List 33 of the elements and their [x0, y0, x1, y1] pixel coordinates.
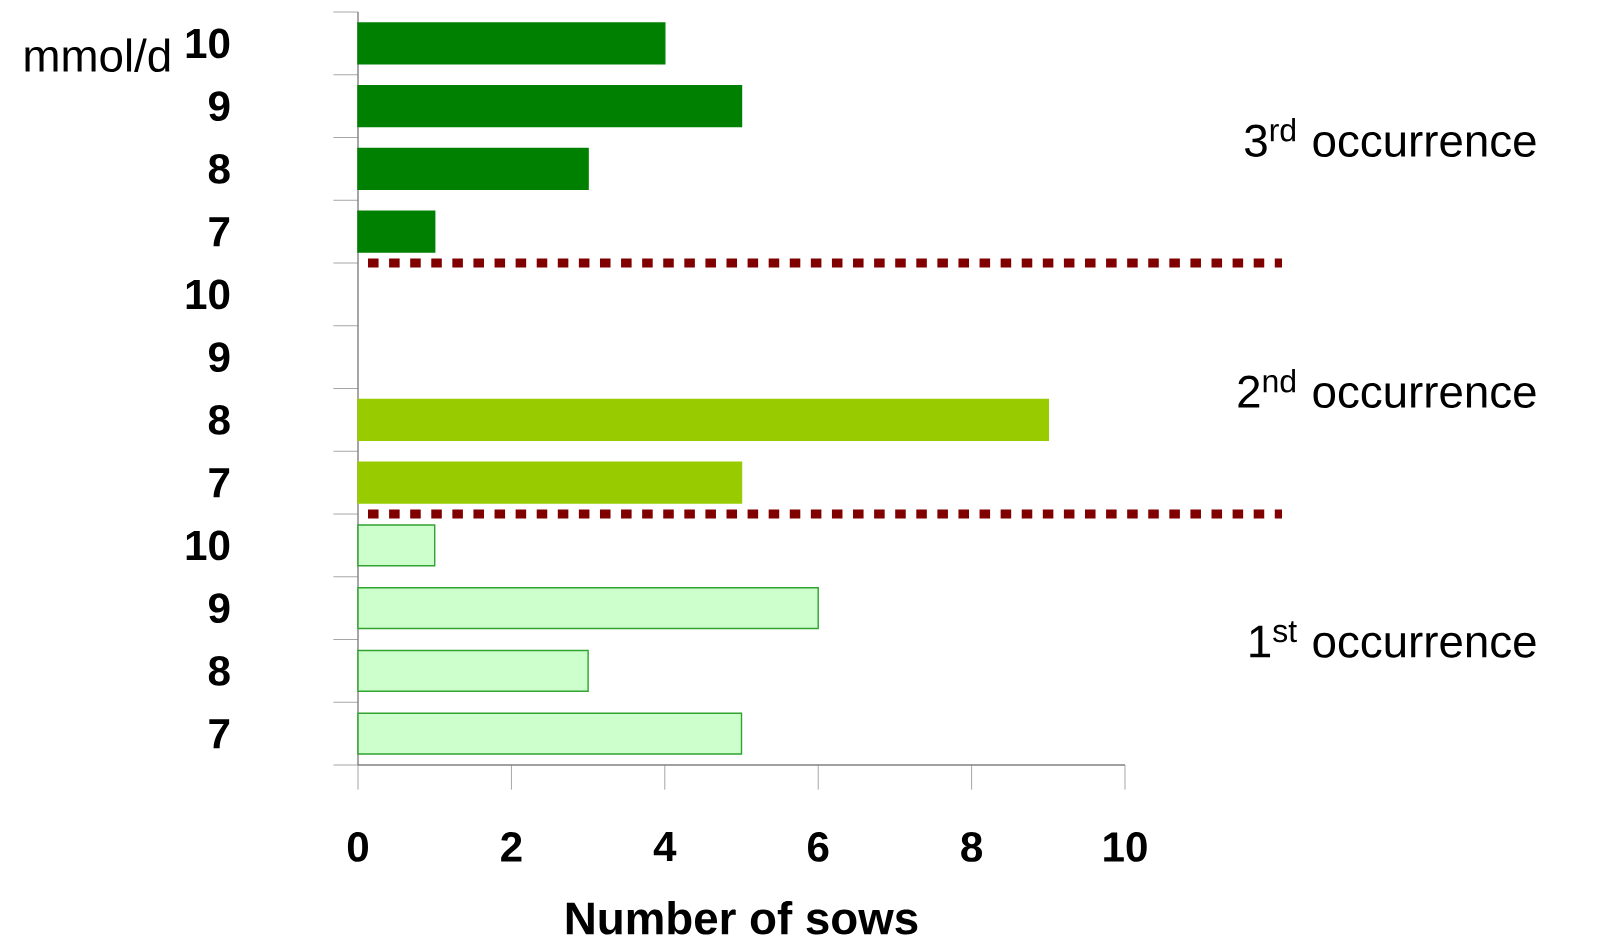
y-tick-label: 10: [186, 279, 230, 310]
y-tick-label: 10: [186, 530, 230, 561]
bar: [357, 22, 666, 65]
y-tick-label: 10: [186, 28, 230, 59]
y-tick-label: 7: [209, 468, 230, 498]
bar: [357, 586, 819, 630]
x-tick-label: 4: [653, 831, 677, 861]
y-tick-label: 9: [209, 91, 230, 121]
y-axis-title: mmol/d: [25, 38, 170, 72]
bar: [357, 84, 743, 128]
y-tick-label: 7: [209, 217, 230, 247]
bar: [357, 524, 436, 567]
x-tick-label: 8: [961, 831, 983, 862]
x-tick-label: 6: [808, 831, 829, 862]
bar: [357, 147, 589, 190]
y-tick-label: 7: [209, 719, 230, 749]
text: 2$^{nd}$ occurrence: [1238, 368, 1536, 408]
bar: [357, 649, 589, 692]
y-tick-label: 8: [208, 655, 230, 686]
x-tick-label: 2: [501, 831, 522, 862]
x-axis-title: Number of sows: [566, 900, 918, 935]
y-tick-label: 9: [209, 593, 230, 623]
y-tick-label: 8: [208, 404, 230, 435]
bar: [357, 712, 743, 755]
x-tick-label: 10: [1104, 831, 1147, 862]
y-tick-label: 9: [209, 342, 230, 372]
bar: [357, 210, 436, 253]
text: 3$^{rd}$ occurrence: [1245, 117, 1536, 157]
y-tick-label: 8: [208, 153, 230, 184]
text: 1$^{st}$ occurrence: [1250, 621, 1536, 658]
x-tick-label: 0: [347, 831, 368, 862]
bar: [357, 398, 1050, 441]
bar: [357, 461, 743, 504]
